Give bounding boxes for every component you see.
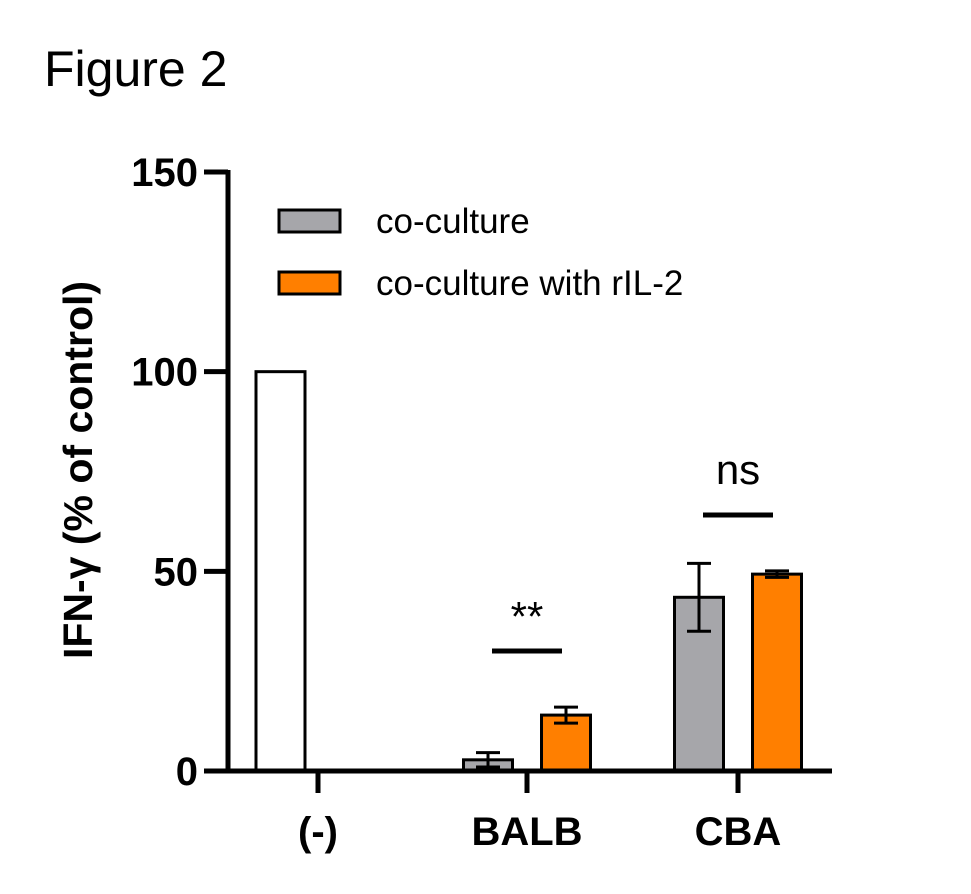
significance-label: ns <box>716 446 760 493</box>
significance-annotations: ** ns <box>492 446 773 654</box>
bars-layer <box>254 370 803 773</box>
error-bars-layer <box>476 561 789 769</box>
y-tick-label: 150 <box>131 151 198 195</box>
legend-swatch <box>277 270 342 296</box>
y-tick-label: 0 <box>176 750 198 794</box>
significance-label: ** <box>511 593 544 640</box>
legend: co-culture co-culture with rIL-2 <box>277 202 683 303</box>
y-axis-title: IFN-γ (% of control) <box>55 281 101 659</box>
y-tick-label: 50 <box>154 550 199 594</box>
figure-label: Figure 2 <box>44 41 228 97</box>
legend-swatch <box>277 208 342 234</box>
x-tick-label: BALB <box>471 810 582 854</box>
legend-label: co-culture with rIL-2 <box>376 264 683 303</box>
bar-control <box>254 370 307 773</box>
bar-cba-series-2 <box>751 572 803 773</box>
x-tick-label: CBA <box>695 810 782 854</box>
legend-label: co-culture <box>376 202 530 241</box>
y-tick-label: 100 <box>131 351 198 395</box>
axes-layer: 0 50 100 150 (-) BALB CBA <box>131 151 832 854</box>
x-tick-label: (-) <box>298 810 338 854</box>
